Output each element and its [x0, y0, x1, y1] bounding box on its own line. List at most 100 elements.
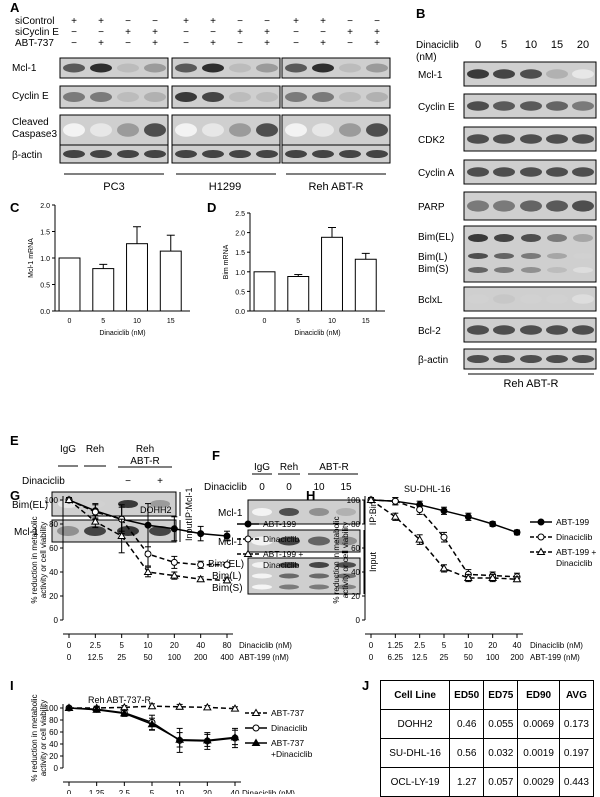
- x-tick-label: 2.5: [90, 641, 102, 650]
- panel-b-band: [520, 69, 542, 79]
- data-point: [416, 506, 424, 514]
- y-axis-label: % reduction in metabolic: [332, 516, 341, 603]
- panel-a-band: [312, 92, 334, 102]
- y-axis-label: activity or cell viability: [341, 522, 350, 598]
- data-point: [64, 495, 74, 503]
- data-point: [512, 574, 522, 583]
- legend-label: Dinaciclib: [263, 560, 300, 570]
- panel-e-band: [57, 526, 79, 536]
- panel-e-band: [84, 526, 106, 536]
- x-tick-label: 40: [513, 641, 522, 650]
- panel-a-band: [229, 149, 251, 159]
- panel-a-treatment-sign: −: [210, 27, 216, 38]
- x-tick-label: 25: [117, 653, 126, 662]
- data-point: [144, 521, 152, 529]
- data-point: [463, 573, 473, 581]
- panel-b-band: [521, 267, 541, 273]
- panel-a-blot-label: β-actin: [12, 150, 42, 161]
- panel-b-band: [546, 69, 568, 79]
- panel-a-blot: [59, 85, 169, 109]
- panel-a-band: [229, 63, 251, 73]
- chart-title: Reh ABT-737-R: [88, 695, 152, 705]
- data-point: [488, 573, 498, 581]
- panel-a-treatment-sign: −: [183, 27, 189, 38]
- data-point: [202, 702, 212, 711]
- panel-a-band: [144, 92, 166, 102]
- panel-b-dose-label: 20: [577, 39, 589, 51]
- panel-b-band: [572, 134, 594, 144]
- y-tick-label: 0.0: [235, 309, 245, 316]
- y-tick-label: 80: [49, 520, 58, 529]
- panel-a-band: [285, 92, 307, 102]
- panel-b-band: [467, 294, 489, 304]
- panel-f-band: [336, 584, 356, 590]
- panel-a-band: [144, 63, 166, 73]
- data-point: [196, 574, 206, 583]
- data-point: [175, 735, 185, 743]
- y-tick-label: 2.0: [40, 203, 50, 210]
- panel-a-blot: [171, 144, 281, 164]
- panel-b-band: [520, 200, 542, 212]
- table-row: SU-DHL-16 0.56 0.032 0.0019 0.197: [379, 738, 595, 768]
- panel-b-blot-label: Cyclin A: [418, 168, 454, 179]
- panel-a-treatment-sign: −: [293, 38, 299, 49]
- x-tick-label: 12.5: [412, 653, 428, 662]
- panel-b-band: [572, 200, 594, 212]
- x-tick-label: 0: [67, 641, 72, 650]
- data-point: [170, 525, 178, 533]
- bar: [159, 250, 182, 312]
- data-point: [202, 735, 212, 744]
- panel-e-blot-label: Mcl-1: [14, 527, 39, 538]
- panel-letter-g: G: [10, 488, 20, 503]
- x-tick-label: 0: [263, 318, 267, 325]
- panel-a-treatment-sign: +: [152, 38, 158, 49]
- panel-a-treatment-sign: +: [98, 38, 104, 49]
- panel-a-band: [339, 123, 361, 137]
- data-point: [170, 558, 178, 566]
- x-tick-label: 100: [486, 653, 500, 662]
- panel-a-band: [339, 63, 361, 73]
- panel-a-band: [229, 123, 251, 137]
- panel-b-header: (nM): [416, 52, 437, 63]
- panel-b-band: [520, 294, 542, 304]
- y-tick-label: 1.0: [40, 256, 50, 263]
- panel-f-band: [309, 508, 329, 516]
- panel-a-treatment-sign: +: [152, 27, 158, 38]
- panel-b-blot-label: Bim(L): [418, 252, 447, 263]
- data-point: [536, 547, 546, 555]
- panel-b-band: [572, 294, 594, 304]
- ed-table: Cell Line ED50 ED75 ED90 AVG DOHH2 0.46 0.055 0.…: [379, 680, 595, 797]
- legend-label: ABT-199: [556, 517, 589, 527]
- table-header-row: Cell Line ED50 ED75 ED90 AVG: [379, 680, 595, 710]
- panel-a-blot-label: Cleaved: [12, 117, 49, 128]
- panel-f-band: [308, 536, 330, 546]
- y-tick-label: 0: [356, 616, 361, 625]
- panel-a-band: [366, 63, 388, 73]
- panel-b-band: [494, 253, 514, 259]
- panel-b-band: [467, 325, 489, 335]
- x-tick-label: 5: [119, 641, 124, 650]
- panel-b-band: [521, 234, 541, 242]
- panel-b-band: [467, 69, 489, 79]
- panel-b-dose-label: 0: [475, 39, 481, 51]
- y-tick-label: 60: [49, 544, 58, 553]
- panel-a-blot: [59, 144, 169, 164]
- panel-a-band: [175, 63, 197, 73]
- panel-a-treatment-sign: −: [293, 27, 299, 38]
- panel-a-treatment-sign: −: [347, 38, 353, 49]
- panel-f-blot-label: Mcl-1: [218, 508, 243, 519]
- bar: [126, 243, 148, 312]
- panel-a-band: [256, 63, 278, 73]
- panel-f-band: [336, 508, 356, 516]
- table-cell: 0.0019: [517, 738, 560, 768]
- data-point: [175, 702, 185, 710]
- panel-b-blot-label: Bcl-2: [418, 326, 441, 337]
- panel-b-band: [547, 253, 567, 259]
- table-row: DOHH2 0.46 0.055 0.0069 0.173: [379, 709, 595, 739]
- bar: [92, 268, 115, 312]
- panel-a-band: [202, 123, 224, 137]
- data-point: [117, 531, 127, 539]
- panel-b-band: [493, 200, 515, 212]
- panel-e-lane-label: ABT-R: [130, 456, 159, 467]
